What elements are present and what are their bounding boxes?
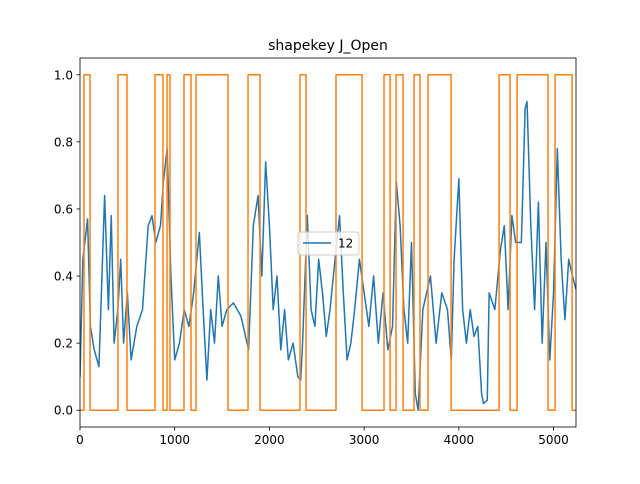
y-tick-label: 0.6 xyxy=(54,202,73,216)
plot-frame xyxy=(79,57,577,428)
x-tick-label: 1000 xyxy=(159,433,190,447)
y-tick-label: 1.0 xyxy=(54,68,73,82)
line-series xyxy=(80,74,576,411)
x-tick-label: 2000 xyxy=(254,433,285,447)
legend-label: 12 xyxy=(338,237,353,251)
x-tick-label: 0 xyxy=(76,433,84,447)
line-series xyxy=(80,100,576,411)
x-tick-label: 4000 xyxy=(444,433,475,447)
y-tick-label: 0.0 xyxy=(54,404,73,418)
x-tick-label: 3000 xyxy=(349,433,380,447)
x-tick-label: 5000 xyxy=(538,433,569,447)
y-tick-label: 0.8 xyxy=(54,135,73,149)
y-tick-label: 0.4 xyxy=(54,270,73,284)
y-tick-label: 0.2 xyxy=(54,337,73,351)
chart-title: shapekey J_Open xyxy=(268,38,388,54)
